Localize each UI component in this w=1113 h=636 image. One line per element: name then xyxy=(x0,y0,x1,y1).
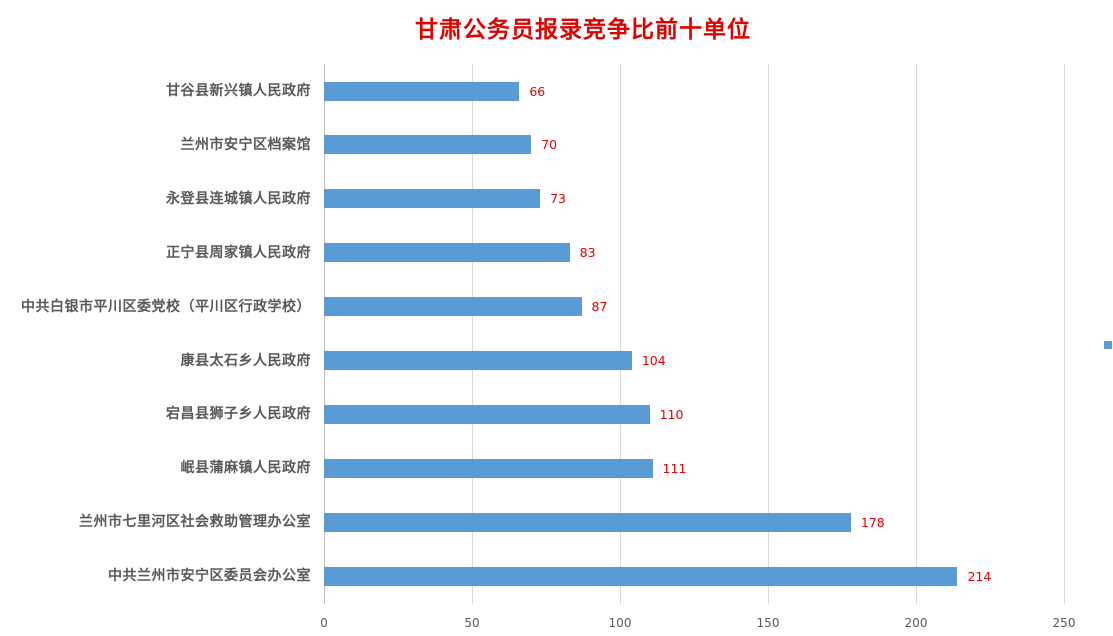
bar xyxy=(324,243,570,263)
gridline xyxy=(768,64,769,604)
bar xyxy=(324,404,650,424)
x-tick-label: 100 xyxy=(608,616,632,630)
category-label: 正宁县周家镇人民政府 xyxy=(166,244,311,261)
bar xyxy=(324,189,541,209)
category-label: 康县太石乡人民政府 xyxy=(180,352,311,369)
plot-area: 66 70 73 83 87 104 110 111 178 214 xyxy=(324,64,1065,604)
gridline xyxy=(472,64,473,604)
data-label: 83 xyxy=(579,245,596,261)
bar xyxy=(324,297,582,317)
bar xyxy=(324,458,653,478)
data-label: 214 xyxy=(967,568,992,584)
x-tick-label: 150 xyxy=(756,616,780,630)
category-label: 永登县连城镇人民政府 xyxy=(166,190,311,207)
x-tick-label: 0 xyxy=(320,616,328,630)
category-label: 兰州市安宁区档案馆 xyxy=(180,136,311,153)
data-label: 178 xyxy=(860,514,885,530)
bar xyxy=(324,351,632,370)
category-label: 中共白银市平川区委党校（平川区行政学校） xyxy=(21,298,311,315)
x-tick-label: 250 xyxy=(1052,616,1076,630)
data-label: 110 xyxy=(659,406,684,422)
category-axis-line xyxy=(324,64,325,604)
legend-marker-icon xyxy=(1104,341,1112,349)
gridline xyxy=(916,64,917,604)
data-label: 73 xyxy=(550,191,566,207)
category-label: 甘谷县新兴镇人民政府 xyxy=(166,83,311,99)
data-label: 66 xyxy=(529,83,546,99)
category-label: 宕昌县狮子乡人民政府 xyxy=(166,406,311,423)
category-label: 岷县蒲麻镇人民政府 xyxy=(180,460,311,477)
gridline xyxy=(620,64,621,604)
bar xyxy=(324,566,958,586)
gridline xyxy=(1064,64,1065,604)
x-tick-label: 50 xyxy=(464,616,480,630)
bar xyxy=(324,135,532,155)
data-label: 87 xyxy=(591,299,608,315)
bar xyxy=(324,81,520,101)
data-label: 70 xyxy=(541,137,558,153)
data-label: 111 xyxy=(662,460,687,476)
category-label: 兰州市七里河区社会救助管理办公室 xyxy=(79,514,311,531)
data-label: 104 xyxy=(641,353,666,368)
chart-title: 甘肃公务员报录竞争比前十单位 xyxy=(415,17,751,43)
bar xyxy=(324,512,851,532)
x-tick-label: 200 xyxy=(904,616,928,630)
category-label: 中共兰州市安宁区委员会办公室 xyxy=(108,568,311,585)
